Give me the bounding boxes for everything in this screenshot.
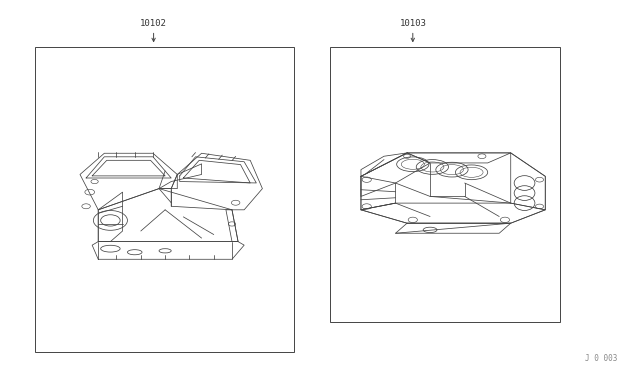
Text: 10103: 10103 xyxy=(399,19,426,28)
Text: J 0 003: J 0 003 xyxy=(585,354,618,363)
Bar xyxy=(330,46,560,322)
Text: 10102: 10102 xyxy=(140,19,167,28)
Bar xyxy=(35,46,294,352)
